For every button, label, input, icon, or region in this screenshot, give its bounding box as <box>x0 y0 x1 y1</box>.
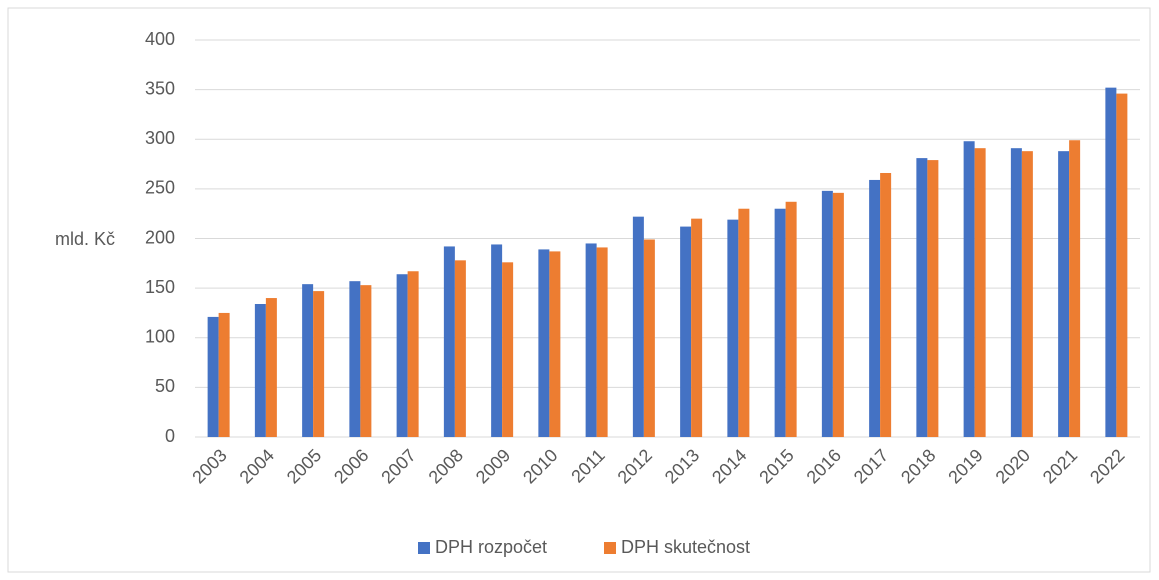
y-tick-label: 300 <box>145 128 175 148</box>
bar <box>407 271 419 437</box>
bar <box>218 312 230 437</box>
bar <box>832 192 844 437</box>
bar <box>265 298 277 437</box>
y-tick-label: 350 <box>145 78 175 98</box>
bar <box>738 208 750 437</box>
bar <box>491 244 503 437</box>
bar <box>549 251 561 437</box>
bar <box>302 284 314 437</box>
bar <box>1010 148 1022 437</box>
y-tick-label: 200 <box>145 227 175 247</box>
legend-label: DPH skutečnost <box>621 537 750 557</box>
bar <box>1021 151 1033 437</box>
bar <box>254 304 266 437</box>
y-tick-label: 50 <box>155 376 175 396</box>
bar <box>360 285 372 437</box>
y-tick-label: 100 <box>145 327 175 347</box>
bar <box>927 160 939 437</box>
bar <box>596 247 608 437</box>
bar <box>916 158 928 438</box>
y-tick-label: 250 <box>145 178 175 198</box>
y-tick-label: 150 <box>145 277 175 297</box>
legend-swatch <box>418 542 430 554</box>
bar <box>585 243 597 437</box>
bar <box>643 239 655 437</box>
bar <box>691 218 703 437</box>
y-axis-label: mld. Kč <box>55 229 115 249</box>
bar <box>1058 151 1070 437</box>
bar <box>974 148 986 437</box>
bar <box>680 226 692 437</box>
legend-label: DPH rozpočet <box>435 537 547 557</box>
legend-swatch <box>604 542 616 554</box>
chart-frame <box>7 7 1151 573</box>
bar <box>880 172 892 437</box>
bar <box>349 281 361 437</box>
bar <box>313 291 325 437</box>
bar <box>1116 93 1128 437</box>
bar <box>963 141 975 438</box>
bar <box>1069 140 1081 437</box>
bar <box>454 260 466 437</box>
bar <box>727 219 739 437</box>
bar <box>632 216 644 437</box>
bar <box>207 316 219 437</box>
bar <box>821 190 833 437</box>
bar <box>869 179 881 437</box>
y-tick-label: 400 <box>145 29 175 49</box>
bar <box>538 249 550 437</box>
bar <box>443 246 455 437</box>
bar <box>396 274 408 437</box>
bar <box>774 208 786 437</box>
bar <box>785 201 797 437</box>
bar <box>1105 87 1117 437</box>
bar <box>502 262 514 437</box>
y-tick-label: 0 <box>165 426 175 446</box>
